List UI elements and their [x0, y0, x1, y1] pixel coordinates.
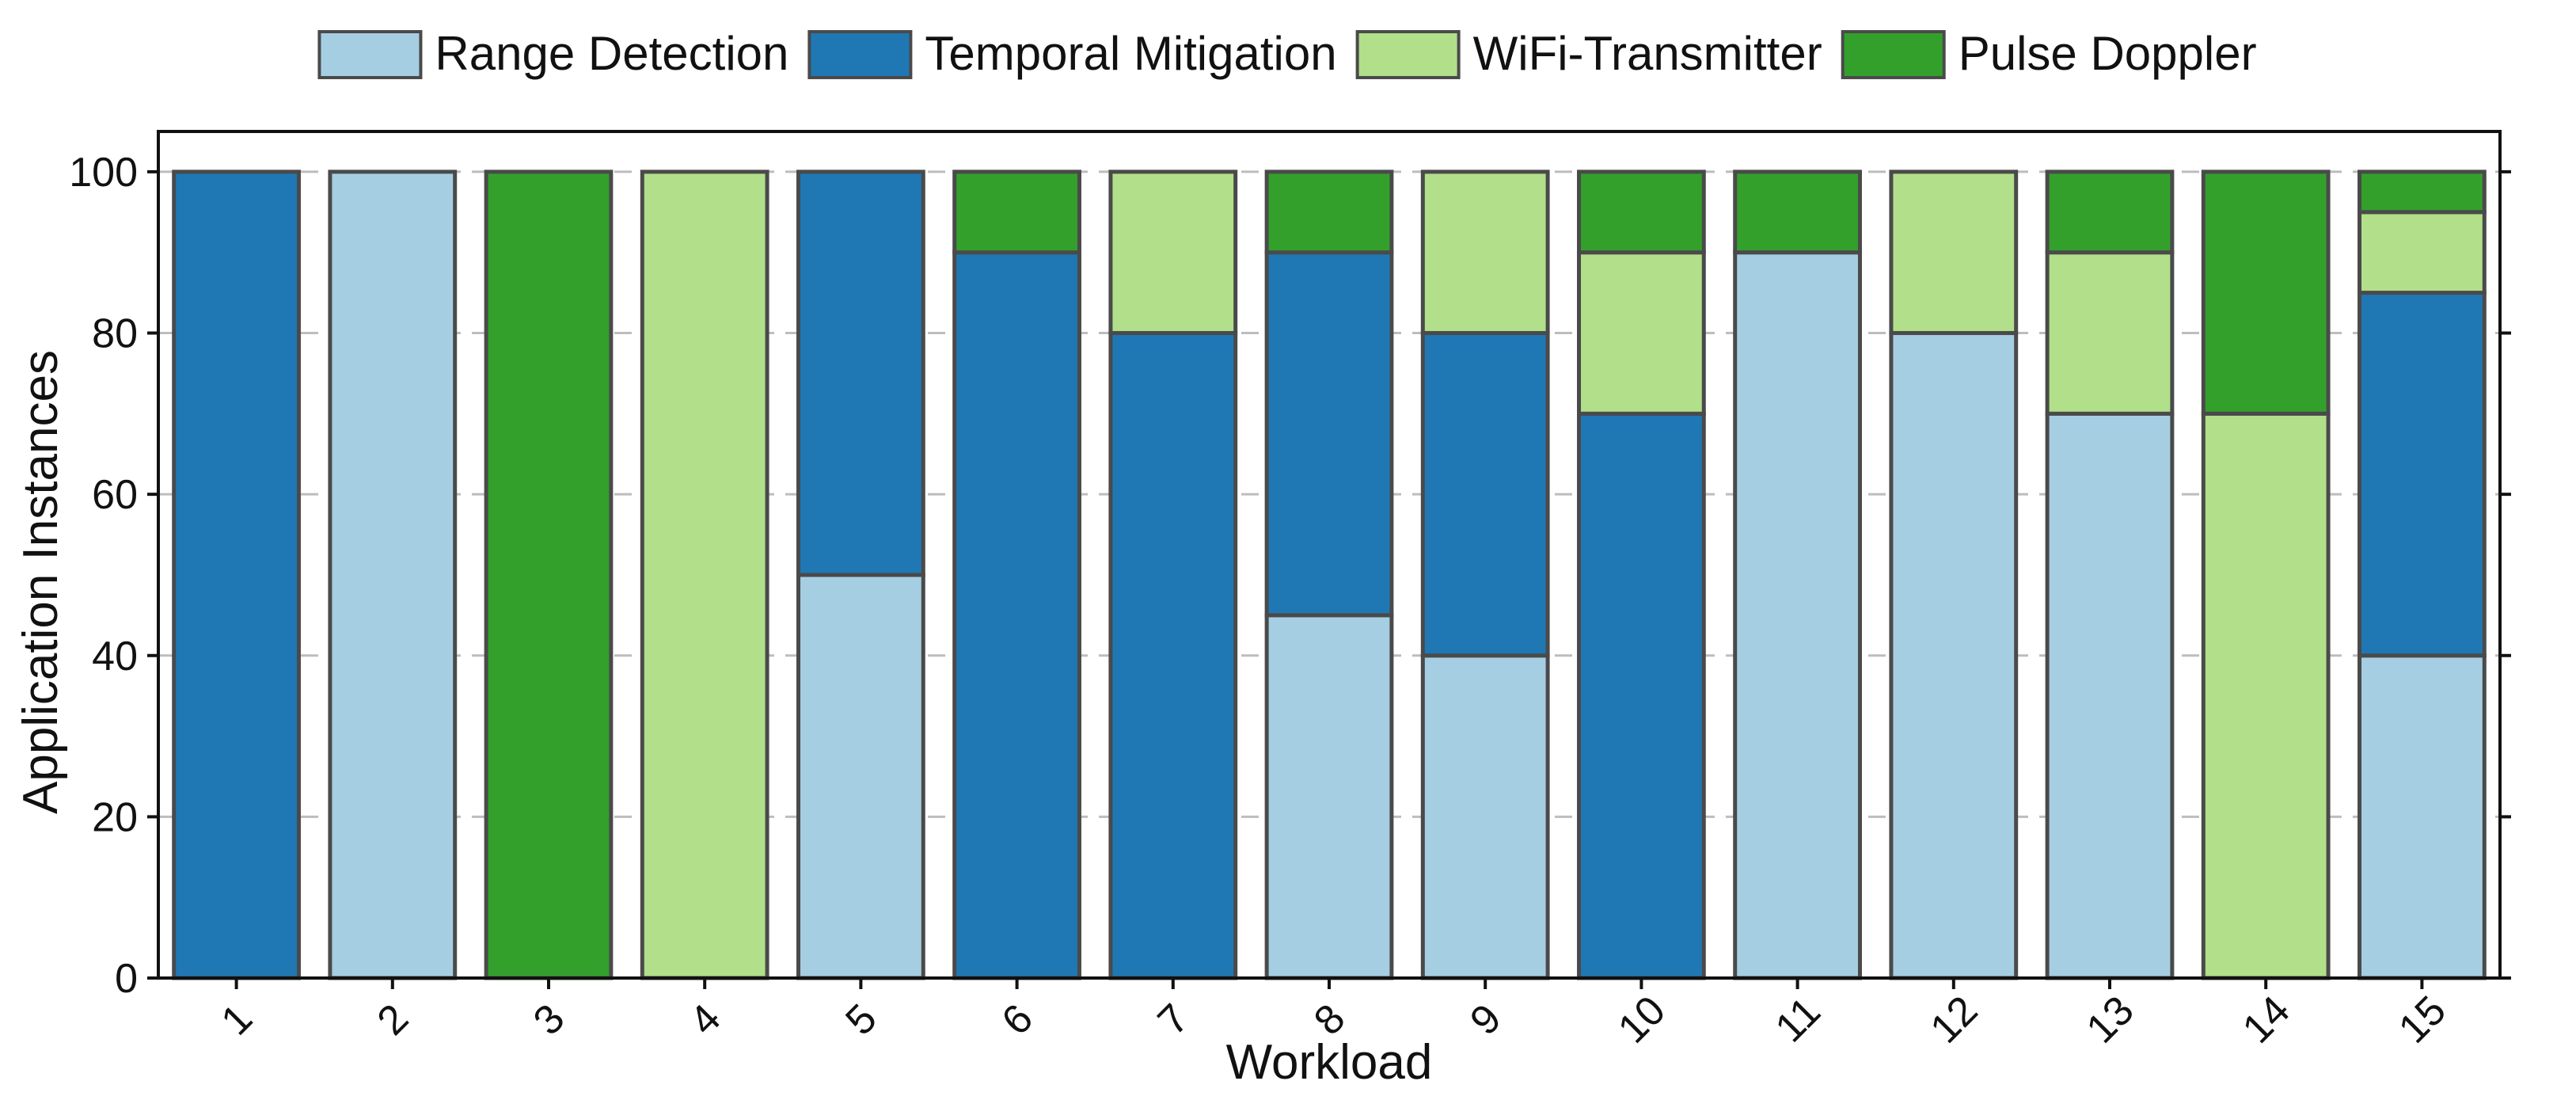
bar-segment-pulse-doppler-13 — [2045, 169, 2175, 255]
x-tick-label: 1 — [213, 995, 261, 1044]
bar-segment-wifi-transmitter-12 — [1889, 169, 2019, 336]
bar-segment-wifi-transmitter-13 — [2045, 250, 2175, 416]
bar-segment-range-detection-11 — [1733, 250, 1862, 980]
bar-segment-temporal-mitigation-6 — [952, 250, 1081, 980]
bar-segment-wifi-transmitter-15 — [2358, 210, 2487, 295]
x-tick-label: 6 — [994, 995, 1042, 1044]
legend-swatch — [1841, 30, 1946, 79]
y-tick-label: 20 — [92, 794, 138, 840]
y-tick-label: 80 — [92, 311, 138, 357]
bar-segment-range-detection-13 — [2045, 411, 2175, 980]
y-tick-label: 0 — [115, 956, 138, 1002]
bar-segment-pulse-doppler-3 — [484, 169, 614, 980]
x-tick-label: 11 — [1767, 988, 1829, 1051]
x-tick-label: 3 — [525, 995, 573, 1044]
bars — [172, 169, 2487, 980]
bar-segment-range-detection-5 — [796, 573, 925, 980]
y-tick-label: 60 — [92, 472, 138, 518]
x-tick-label: 13 — [2078, 988, 2143, 1052]
legend-label: Range Detection — [435, 27, 788, 80]
bar-segment-temporal-mitigation-15 — [2358, 291, 2487, 658]
bar-segment-pulse-doppler-15 — [2358, 169, 2487, 215]
bar-segment-temporal-mitigation-10 — [1577, 411, 1706, 980]
legend-item-pulse-doppler: Pulse Doppler — [1841, 27, 2257, 80]
x-axis-label: Workload — [1226, 1035, 1433, 1090]
legend-label: Pulse Doppler — [1959, 27, 2257, 80]
bar-segment-range-detection-12 — [1889, 331, 2019, 980]
x-tick-label: 2 — [369, 995, 417, 1044]
x-tick-label: 5 — [837, 995, 885, 1044]
legend-label: Temporal Mitigation — [925, 27, 1336, 80]
legend-label: WiFi-Transmitter — [1473, 27, 1822, 80]
legend-item-wifi-transmitter: WiFi-Transmitter — [1355, 27, 1822, 80]
x-tick-label: 12 — [1922, 988, 1987, 1052]
bar-segment-range-detection-15 — [2358, 653, 2487, 980]
bar-segment-wifi-transmitter-4 — [640, 169, 769, 980]
legend-item-range-detection: Range Detection — [317, 27, 788, 80]
bar-segment-wifi-transmitter-9 — [1420, 169, 1550, 336]
bar-segment-temporal-mitigation-8 — [1264, 250, 1394, 618]
bar-segment-temporal-mitigation-1 — [172, 169, 301, 980]
x-tick-label: 7 — [1149, 995, 1198, 1044]
legend-swatch — [1355, 30, 1461, 79]
bar-segment-pulse-doppler-14 — [2201, 169, 2331, 416]
legend: Range Detection Temporal Mitigation WiFi-T… — [317, 27, 2257, 80]
bar-segment-wifi-transmitter-7 — [1108, 169, 1238, 336]
legend-swatch — [317, 30, 423, 79]
bar-segment-temporal-mitigation-5 — [796, 169, 925, 577]
x-tick-label: 4 — [681, 995, 729, 1044]
bar-segment-wifi-transmitter-10 — [1577, 250, 1706, 416]
y-axis-label: Application Instances — [13, 350, 68, 814]
x-tick-label: 15 — [2390, 988, 2455, 1052]
bar-segment-pulse-doppler-8 — [1264, 169, 1394, 255]
bar-segment-wifi-transmitter-14 — [2201, 411, 2331, 980]
bar-segment-temporal-mitigation-9 — [1420, 331, 1550, 658]
bar-segment-range-detection-9 — [1420, 653, 1550, 980]
y-axis: 0 20 40 60 80 100 — [69, 150, 2511, 1002]
y-tick-label: 40 — [92, 634, 138, 679]
bar-segment-pulse-doppler-11 — [1733, 169, 1862, 255]
x-tick-label: 14 — [2234, 988, 2299, 1052]
legend-swatch — [807, 30, 913, 79]
x-tick-label: 9 — [1461, 995, 1510, 1044]
bar-segment-range-detection-8 — [1264, 613, 1394, 980]
bar-segment-temporal-mitigation-7 — [1108, 331, 1238, 980]
bar-segment-pulse-doppler-10 — [1577, 169, 1706, 255]
bar-segment-range-detection-2 — [328, 169, 458, 980]
x-tick-label: 10 — [1609, 988, 1674, 1052]
legend-item-temporal-mitigation: Temporal Mitigation — [807, 27, 1337, 80]
bar-segment-pulse-doppler-6 — [952, 169, 1081, 255]
y-tick-label: 100 — [69, 150, 138, 196]
